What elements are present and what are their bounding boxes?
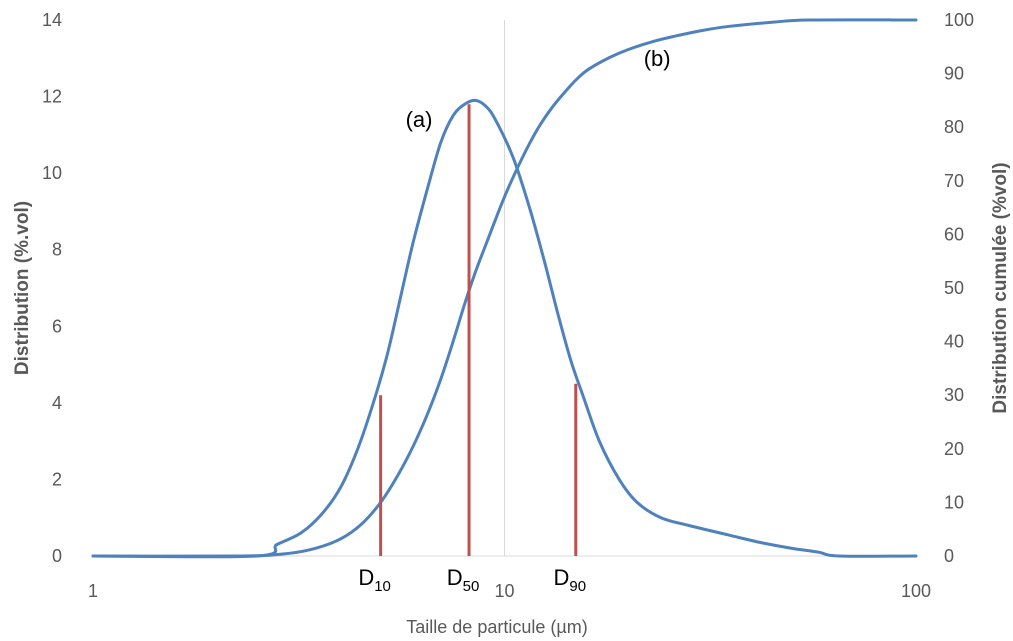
y-tick-label: 6 — [52, 316, 62, 336]
curve-label: (a) — [406, 107, 433, 132]
series-line-cumulative — [91, 18, 918, 558]
curve-annotations: (a) (b) — [406, 46, 671, 132]
y-tick-label: 2 — [52, 469, 62, 489]
y2-tick-label: 0 — [944, 546, 954, 566]
y2-tick-label: 10 — [944, 492, 964, 512]
y2-tick-label: 100 — [944, 10, 974, 30]
series-lines — [91, 18, 918, 559]
y2-tick-label: 40 — [944, 332, 964, 352]
y-tick-label: 4 — [52, 393, 62, 413]
x-tick-label: 100 — [901, 581, 931, 601]
x-ticks: 1 10 100 — [88, 581, 931, 601]
y2-tick-label: 80 — [944, 117, 964, 137]
marker-label-d50: D50 — [447, 565, 480, 595]
y2-tick-label: 70 — [944, 171, 964, 191]
marker-label-d10: D10 — [358, 565, 391, 595]
d-markers: D10 D50 D90 — [358, 104, 586, 595]
series-line-distribution — [91, 98, 918, 559]
y2-tick-label: 30 — [944, 385, 964, 405]
x-axis-title: Taille de particule (µm) — [406, 617, 587, 637]
y-tick-label: 12 — [42, 87, 62, 107]
y-axis-title: Distribution (%.vol) — [12, 201, 33, 375]
y-tick-label: 8 — [52, 240, 62, 260]
left-y-ticks: 0 2 4 6 8 10 12 14 — [42, 10, 62, 566]
x-tick-label: 10 — [494, 581, 514, 601]
y2-tick-label: 90 — [944, 64, 964, 84]
y-tick-label: 14 — [42, 10, 62, 30]
x-tick-label: 1 — [88, 581, 98, 601]
y2-tick-label: 50 — [944, 278, 964, 298]
curve-label: (b) — [644, 46, 671, 71]
y2-axis-title: Distribution cumulée (%vol) — [990, 162, 1011, 413]
y-tick-label: 10 — [42, 163, 62, 183]
y-tick-label: 0 — [52, 546, 62, 566]
y2-tick-label: 20 — [944, 439, 964, 459]
marker-label-d90: D90 — [553, 565, 586, 595]
right-y-ticks: 0 10 20 30 40 50 60 70 80 90 100 — [944, 10, 974, 566]
y2-tick-label: 60 — [944, 224, 964, 244]
